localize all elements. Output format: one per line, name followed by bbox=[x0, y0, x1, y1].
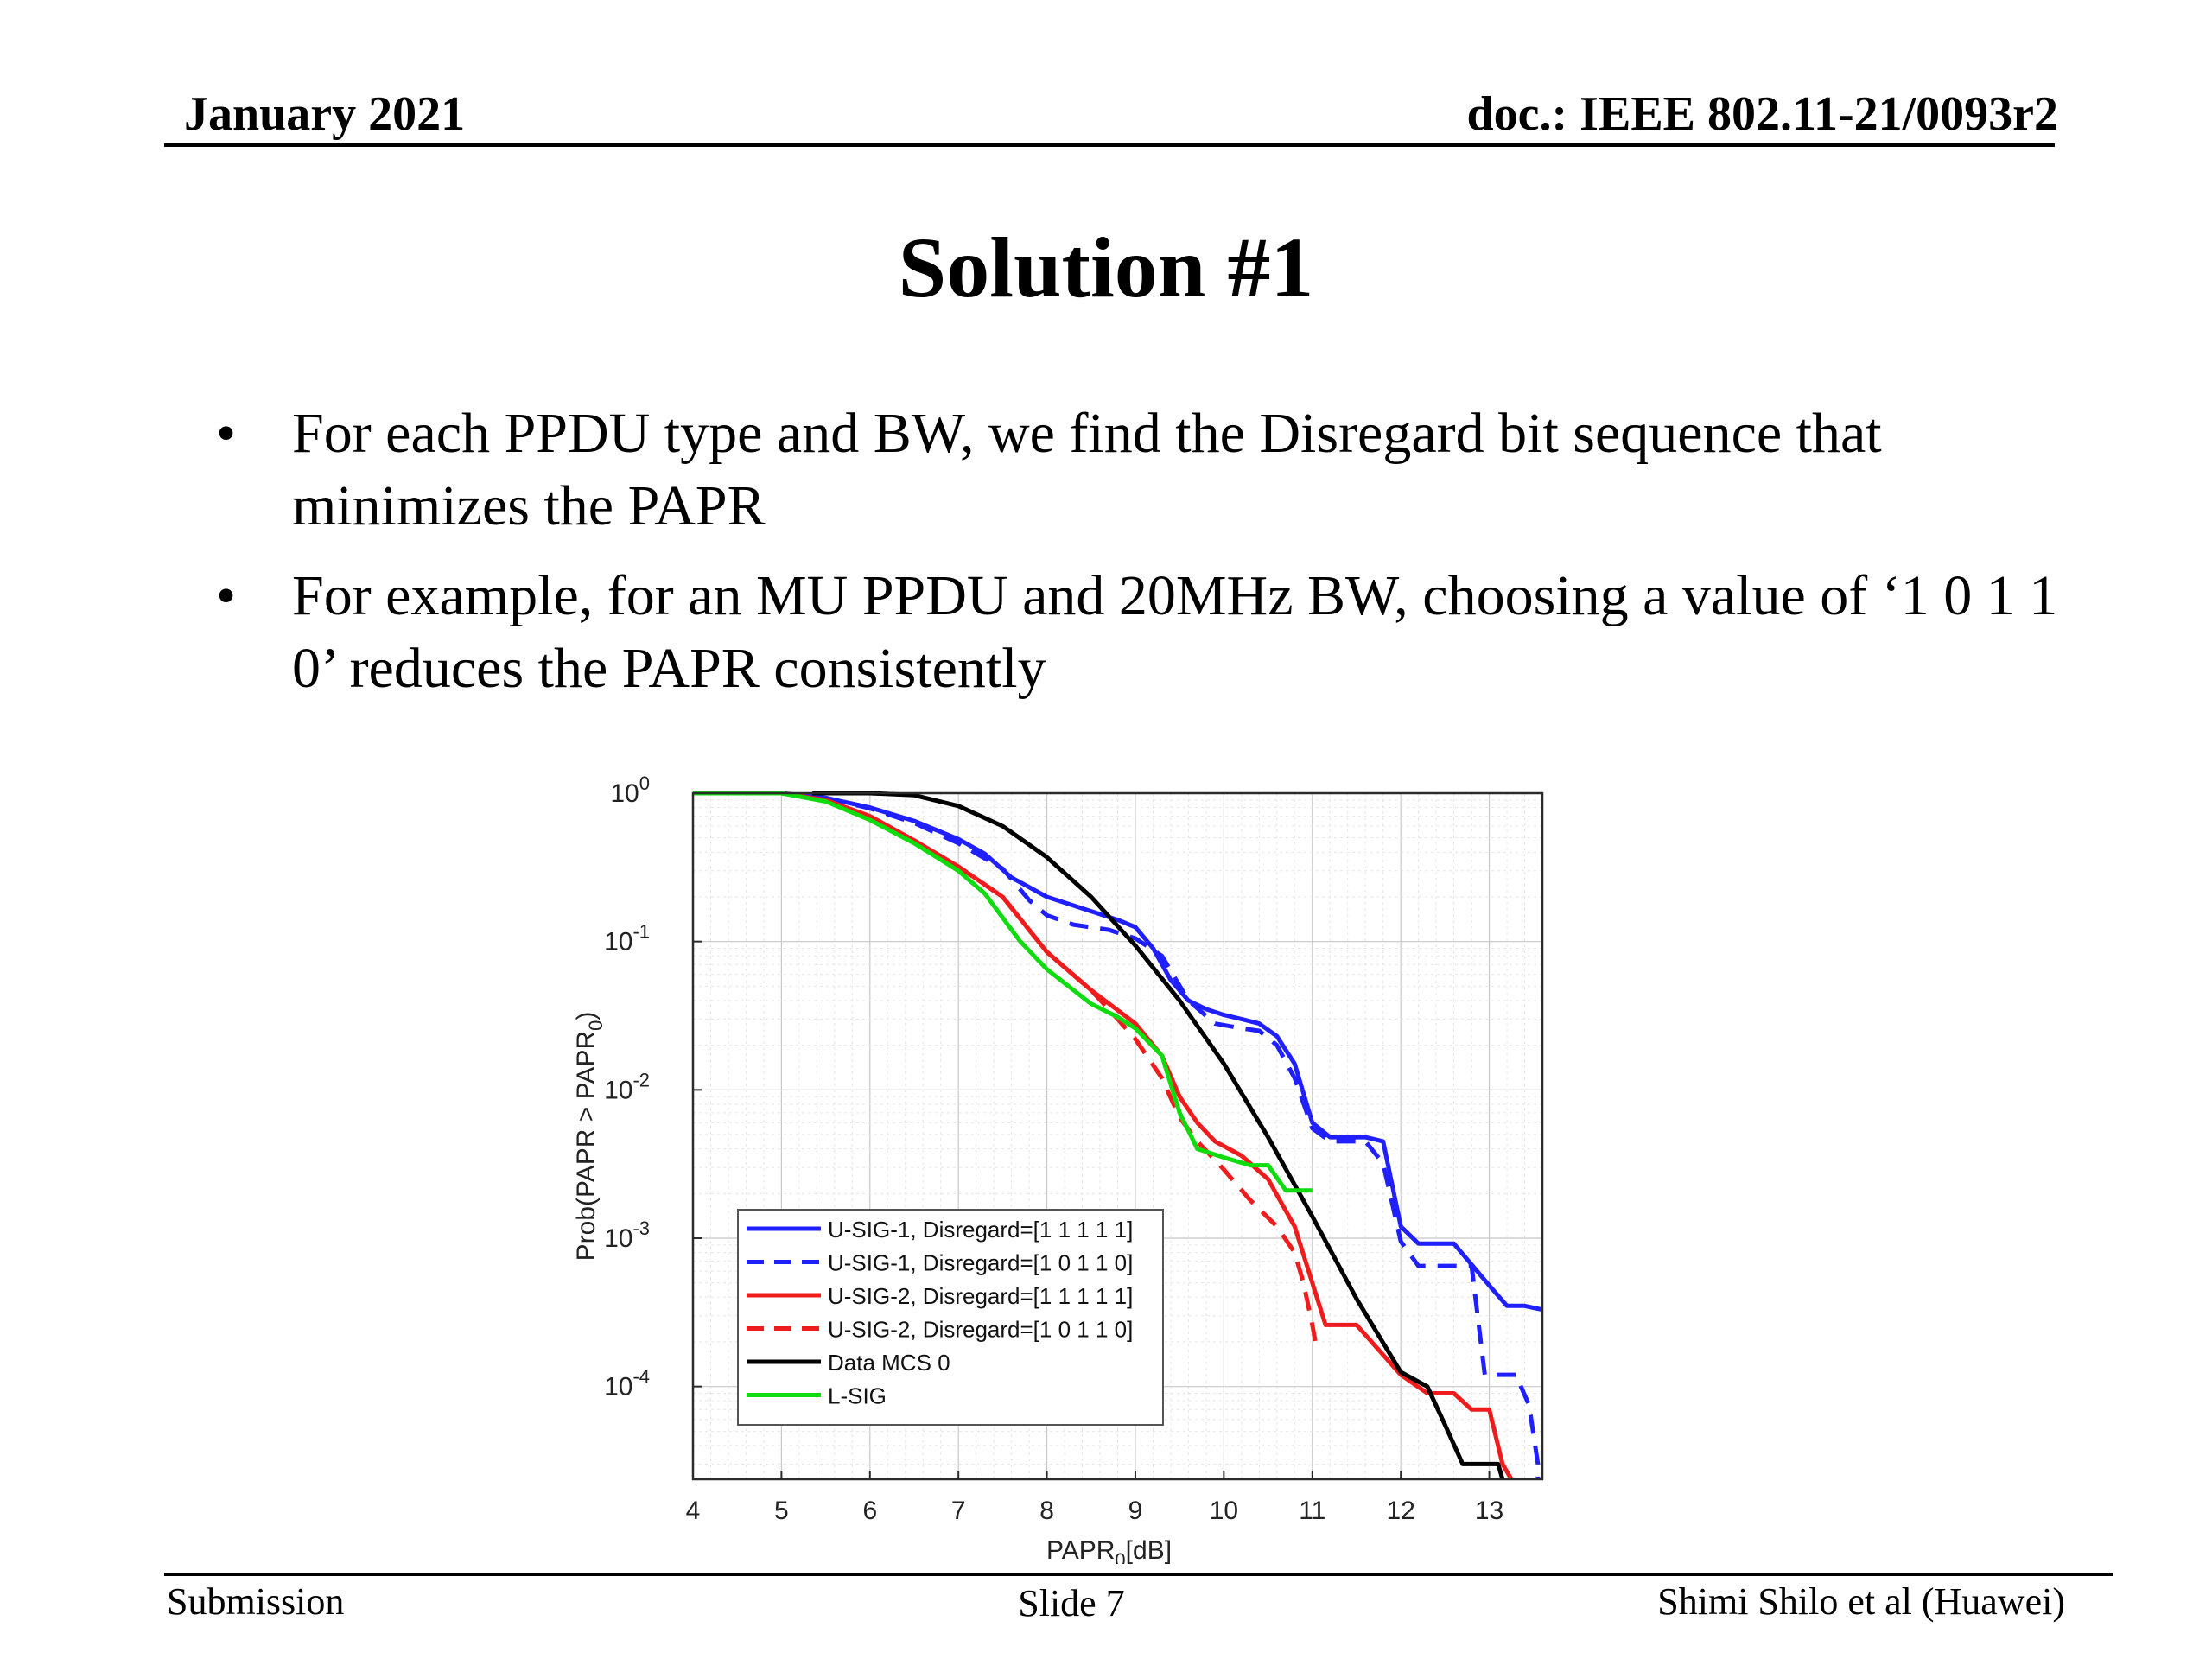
papr-ccdf-chart: 4 5 6 7 8 9 10 11 12 13 100 10-1 10-2 10-3 10-4 PAPR0[… bbox=[572, 772, 1544, 1564]
x-tick-label: 12 bbox=[1386, 1497, 1414, 1525]
header-doc-number: doc.: IEEE 802.11-21/0093r2 bbox=[1466, 87, 2058, 141]
y-axis-label: Prob(PAPR > PAPR0) bbox=[572, 1012, 607, 1262]
y-tick-label: 10-2 bbox=[604, 1069, 650, 1104]
legend-box bbox=[737, 1209, 1164, 1426]
chart-ticks: 4 5 6 7 8 9 10 11 12 13 100 10-1 10-2 10-3 10-4 bbox=[604, 772, 1503, 1525]
x-tick-label: 8 bbox=[1039, 1497, 1054, 1525]
series-line bbox=[702, 791, 1541, 1479]
plot-frame bbox=[691, 791, 1544, 1481]
series-line bbox=[702, 791, 1543, 1313]
footer-rule bbox=[164, 1573, 2113, 1576]
footer-submission: Submission bbox=[167, 1580, 345, 1623]
header-rule bbox=[164, 143, 2055, 147]
y-tick-label: 10-4 bbox=[604, 1366, 650, 1402]
x-tick-label: 7 bbox=[951, 1497, 966, 1525]
footer-author: Shimi Shilo et al (Huawei) bbox=[1657, 1580, 2065, 1623]
x-tick-label: 6 bbox=[862, 1497, 877, 1525]
bullet-text: For each PPDU type and BW, we find the D… bbox=[292, 402, 1882, 537]
slide-title: Solution #1 bbox=[898, 219, 1314, 315]
bullet-item: • For each PPDU type and BW, we find the … bbox=[216, 397, 2074, 543]
legend-label: U-SIG-2, Disregard=[1 0 1 1 0] bbox=[828, 1317, 1133, 1343]
series-line bbox=[693, 791, 1313, 1193]
chart-series-lines bbox=[693, 791, 1543, 1481]
y-tick-label: 100 bbox=[610, 772, 650, 808]
legend-label: Data MCS 0 bbox=[828, 1350, 950, 1376]
bullet-mark: • bbox=[216, 564, 237, 627]
footer-slide-number: Slide 7 bbox=[1018, 1582, 1125, 1624]
legend-label: U-SIG-1, Disregard=[1 0 1 1 0] bbox=[828, 1250, 1133, 1276]
series-line bbox=[693, 791, 1514, 1481]
x-tick-label: 4 bbox=[686, 1497, 701, 1525]
bullet-item: • For example, for an MU PPDU and 20MHz B… bbox=[216, 560, 2074, 705]
x-tick-label: 10 bbox=[1210, 1497, 1238, 1525]
x-tick-label: 13 bbox=[1475, 1497, 1503, 1525]
series-line bbox=[693, 791, 1319, 1350]
y-tick-label: 10-1 bbox=[604, 921, 650, 957]
legend-label: L-SIG bbox=[828, 1383, 887, 1409]
x-tick-label: 11 bbox=[1299, 1497, 1325, 1525]
bullet-text: For example, for an MU PPDU and 20MHz BW… bbox=[292, 564, 2058, 700]
chart-legend: U-SIG-1, Disregard=[1 1 1 1 1] U-SIG-1, D… bbox=[737, 1209, 1164, 1426]
header-date: January 2021 bbox=[184, 87, 466, 141]
y-tick-label: 10-3 bbox=[604, 1217, 650, 1253]
bullet-list: • For each PPDU type and BW, we find the … bbox=[216, 397, 2074, 722]
series-line bbox=[812, 791, 1505, 1480]
x-tick-label: 5 bbox=[774, 1497, 789, 1525]
legend-label: U-SIG-1, Disregard=[1 1 1 1 1] bbox=[828, 1217, 1133, 1243]
x-axis-label: PAPR0[dB] bbox=[1046, 1536, 1172, 1564]
legend-label: U-SIG-2, Disregard=[1 1 1 1 1] bbox=[828, 1283, 1133, 1309]
bullet-mark: • bbox=[216, 402, 237, 465]
x-tick-label: 9 bbox=[1128, 1497, 1143, 1525]
